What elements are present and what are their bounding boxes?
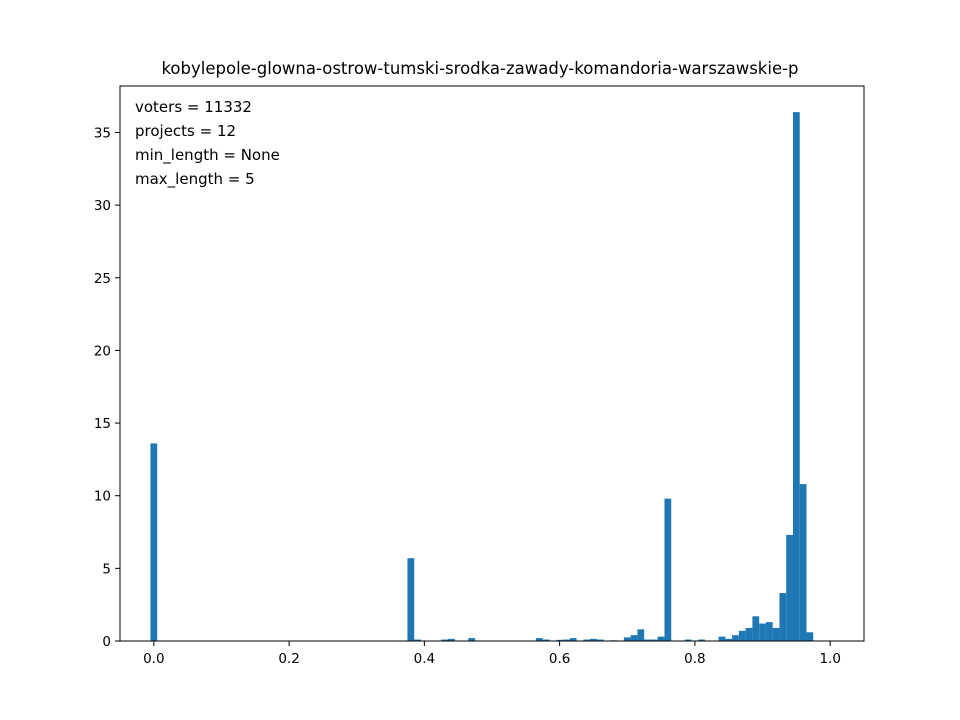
x-axis: 0.0 0.2 0.4 0.6 0.8 1.0 xyxy=(143,641,841,667)
histogram-bar xyxy=(590,638,597,641)
annotation-line: voters = 11332 xyxy=(135,98,252,116)
histogram-bar xyxy=(759,623,766,641)
x-tick-label: 1.0 xyxy=(819,651,840,667)
y-tick-label: 30 xyxy=(94,198,111,214)
y-tick-label: 20 xyxy=(94,343,111,359)
histogram-bar xyxy=(563,639,570,641)
x-tick-label: 0.6 xyxy=(549,651,570,667)
histogram-bar xyxy=(738,630,746,641)
histogram-bar xyxy=(806,632,814,641)
histogram-bar xyxy=(623,637,631,641)
histogram-bar xyxy=(448,638,455,641)
histogram-bar xyxy=(637,629,645,641)
y-tick-label: 35 xyxy=(94,125,111,141)
y-tick-label: 25 xyxy=(94,271,111,287)
y-tick-label: 5 xyxy=(102,561,111,577)
histogram-bar xyxy=(664,498,672,641)
histogram-bar xyxy=(718,636,726,641)
histogram-bar xyxy=(698,639,706,641)
histogram-bar xyxy=(657,636,665,641)
plot-area-frame xyxy=(119,85,865,642)
histogram-bar xyxy=(650,639,658,641)
histogram-bar xyxy=(441,639,449,641)
histogram-bar xyxy=(569,638,577,641)
bars-group xyxy=(150,112,814,641)
y-axis: 0 5 10 15 20 25 30 35 xyxy=(94,125,120,650)
histogram-bar xyxy=(684,639,692,641)
x-tick-label: 0.4 xyxy=(414,651,435,667)
histogram-bar xyxy=(799,484,807,641)
y-tick-label: 10 xyxy=(94,489,111,505)
histogram-bar xyxy=(414,639,421,641)
histogram-bar xyxy=(765,622,773,641)
stats-annotation: voters = 11332 projects = 12 min_length = … xyxy=(135,98,280,189)
x-tick-label: 0.2 xyxy=(278,651,299,667)
annotation-line: max_length = 5 xyxy=(135,170,255,189)
histogram-bar xyxy=(725,638,733,641)
histogram-bar xyxy=(644,639,651,641)
histogram-bar xyxy=(583,639,591,641)
histogram-bar xyxy=(535,638,543,641)
histogram-bar xyxy=(732,635,739,641)
histogram-bar xyxy=(150,443,158,641)
annotation-line: min_length = None xyxy=(135,146,280,165)
histogram-bar xyxy=(752,616,760,641)
x-tick-label: 0.8 xyxy=(684,651,705,667)
annotation-line: projects = 12 xyxy=(135,122,236,140)
histogram-bar xyxy=(596,639,604,641)
histogram-bar xyxy=(786,534,793,641)
histogram-bar xyxy=(542,639,550,641)
histogram-bar xyxy=(407,558,415,641)
histogram-bar xyxy=(745,627,753,641)
histogram-bar xyxy=(792,112,800,641)
histogram-bar xyxy=(779,593,787,641)
y-tick-label: 15 xyxy=(94,416,111,432)
histogram-bar xyxy=(772,627,780,641)
x-tick-label: 0.0 xyxy=(143,651,164,667)
chart-title: kobylepole-glowna-ostrow-tumski-srodka-z… xyxy=(161,59,798,78)
histogram-bar xyxy=(556,639,564,641)
histogram-bar xyxy=(630,635,638,641)
histogram-bar xyxy=(468,638,476,641)
y-tick-label: 0 xyxy=(102,634,111,650)
